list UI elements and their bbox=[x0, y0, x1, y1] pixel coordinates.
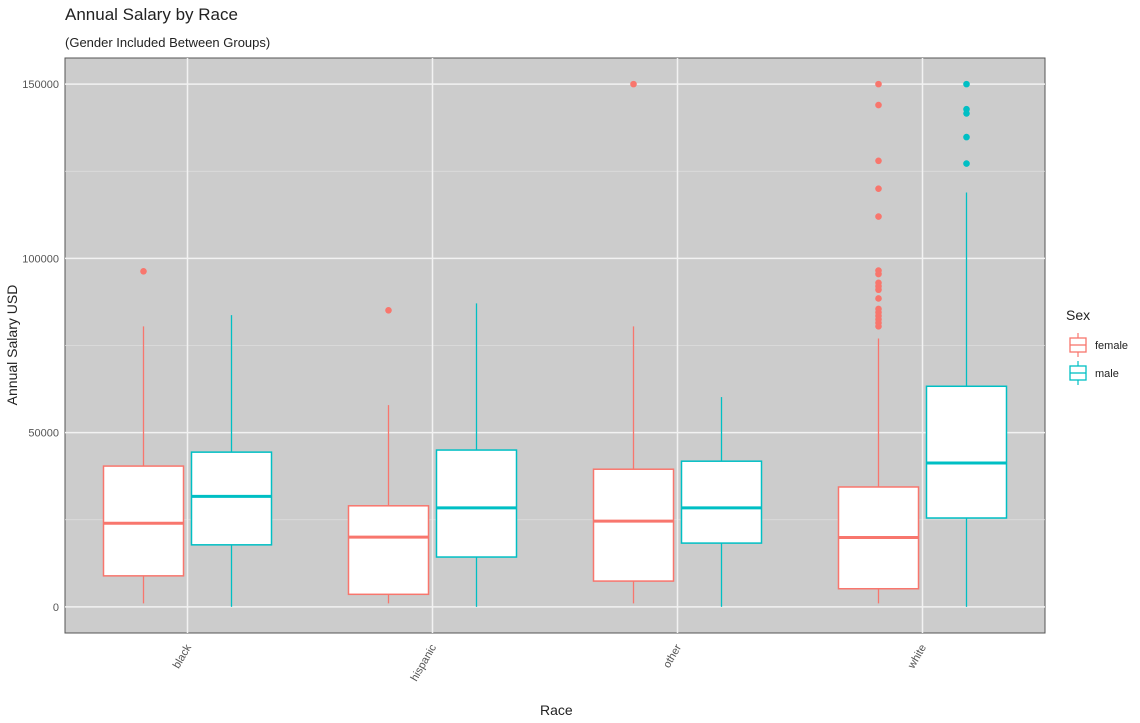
outlier-point bbox=[875, 157, 882, 165]
y-tick-label: 50000 bbox=[28, 428, 59, 440]
box-male-other bbox=[680, 460, 763, 544]
boxes bbox=[102, 80, 1008, 607]
y-tick-label: 0 bbox=[53, 602, 59, 614]
legend-title: Sex bbox=[1066, 307, 1090, 323]
y-axis-label: Annual Salary USD bbox=[4, 285, 20, 406]
outlier-point bbox=[875, 80, 882, 88]
x-axis-label: Race bbox=[540, 702, 573, 718]
x-tick-label: other bbox=[661, 642, 684, 670]
outlier-point bbox=[963, 133, 970, 141]
outlier-point bbox=[963, 80, 970, 88]
outlier-point bbox=[875, 270, 882, 278]
legend: Sex female male bbox=[1066, 307, 1128, 385]
box-female-other bbox=[592, 468, 675, 582]
outlier-point bbox=[875, 323, 882, 330]
chart-title: Annual Salary by Race bbox=[65, 5, 238, 24]
box-female-hispanic bbox=[347, 505, 430, 596]
chart-subtitle: (Gender Included Between Groups) bbox=[65, 35, 270, 50]
x-tick-label: hispanic bbox=[409, 642, 440, 683]
outlier-point bbox=[140, 267, 147, 275]
y-axis-ticks: 0 50000 100000 150000 bbox=[22, 79, 59, 614]
outlier-point bbox=[385, 307, 392, 314]
outlier-point bbox=[875, 101, 882, 109]
outlier-point bbox=[875, 286, 882, 294]
outlier-point bbox=[630, 80, 637, 88]
outlier-point bbox=[963, 110, 970, 117]
box-female-black bbox=[102, 465, 185, 577]
x-tick-label: black bbox=[171, 642, 194, 671]
outlier-point bbox=[875, 185, 882, 192]
box-male-white bbox=[925, 385, 1008, 519]
x-axis-ticks: black hispanic other white bbox=[171, 642, 929, 683]
y-tick-label: 150000 bbox=[22, 79, 59, 91]
legend-label-male: male bbox=[1095, 368, 1119, 380]
outlier-point bbox=[963, 160, 970, 167]
legend-label-female: female bbox=[1095, 340, 1128, 352]
box-male-hispanic bbox=[435, 449, 518, 558]
y-tick-label: 100000 bbox=[22, 253, 59, 265]
outlier-point bbox=[875, 213, 882, 220]
outlier-point bbox=[875, 295, 882, 302]
box-male-black bbox=[190, 451, 273, 546]
x-tick-label: white bbox=[905, 643, 929, 672]
